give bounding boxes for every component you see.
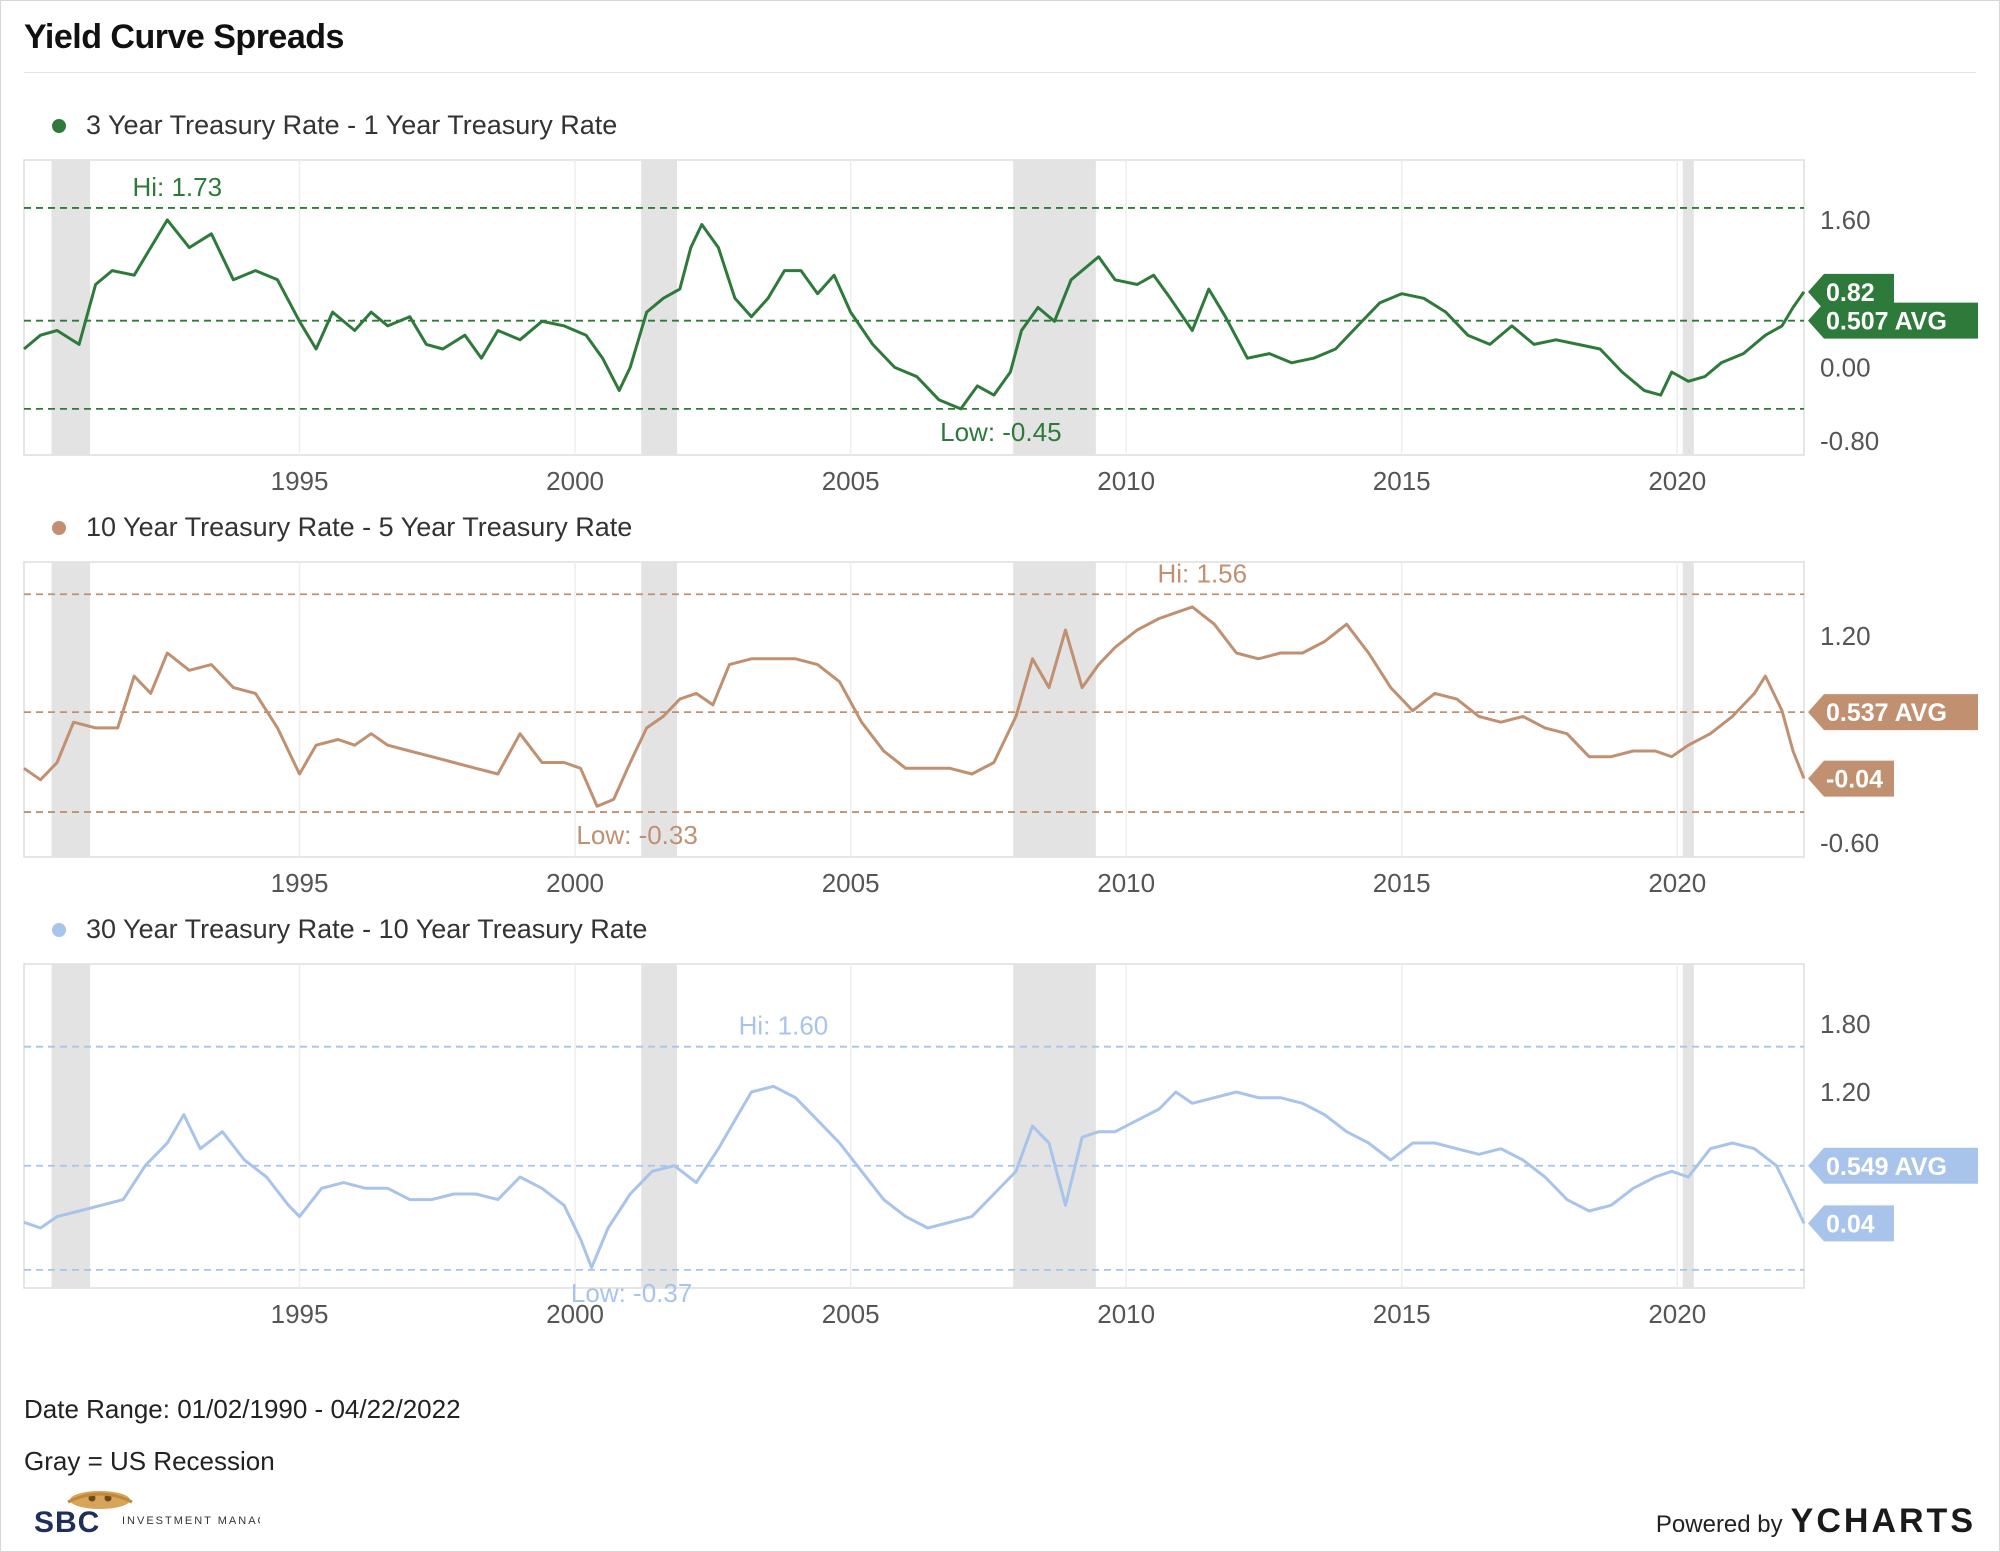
legend-dot-icon — [52, 520, 66, 535]
x-tick-label: 2010 — [1097, 1299, 1155, 1329]
low-annotation: Low: -0.37 — [571, 1278, 692, 1308]
legend-series-1: 3 Year Treasury Rate - 1 Year Treasury R… — [52, 110, 617, 141]
y-tick-label: 1.20 — [1820, 1077, 1871, 1107]
avg-tag — [1808, 1147, 1978, 1184]
x-tick-label: 2020 — [1648, 1299, 1706, 1329]
low-annotation: Low: -0.33 — [576, 820, 697, 850]
ycharts-logo: YCHARTS — [1790, 1502, 1976, 1540]
last-tag — [1808, 273, 1894, 310]
x-tick-label: 2015 — [1373, 868, 1431, 898]
powered-by-label: Powered by — [1655, 1511, 1783, 1538]
recession-band — [51, 160, 91, 455]
powered-by[interactable]: Powered by YCHARTS — [1656, 1502, 1976, 1541]
date-range-note: Date Range: 01/02/1990 - 04/22/2022 — [24, 1394, 461, 1424]
x-tick-label: 2015 — [1373, 1299, 1431, 1329]
recession-band — [1682, 964, 1694, 1288]
sbc-logo: SBC INVESTMENT MANAGEMENT — [34, 1491, 260, 1538]
legend-label: 3 Year Treasury Rate - 1 Year Treasury R… — [86, 110, 618, 140]
x-tick-label: 2005 — [822, 1299, 880, 1329]
title-divider — [24, 72, 1976, 73]
recession-band — [1013, 160, 1096, 455]
avg-tag — [1808, 302, 1978, 339]
x-tick-label: 2005 — [822, 466, 880, 496]
hi-annotation: Hi: 1.56 — [1157, 558, 1247, 588]
legend-series-2: 10 Year Treasury Rate - 5 Year Treasury … — [52, 512, 632, 543]
last-tag-label: 0.82 — [1826, 279, 1875, 307]
x-tick-label: 2000 — [546, 466, 604, 496]
y-tick-label: 1.60 — [1820, 205, 1871, 235]
owl-icon — [67, 1491, 133, 1509]
legend-series-3: 30 Year Treasury Rate - 10 Year Treasury… — [52, 914, 647, 945]
x-tick-label: 2015 — [1373, 466, 1431, 496]
y-tick-label: 1.20 — [1820, 621, 1871, 651]
recession-band — [1013, 562, 1096, 857]
recession-band — [1013, 964, 1096, 1288]
logo-sub-text: INVESTMENT MANAGEMENT — [122, 1515, 260, 1527]
plot-area-3 — [23, 963, 1805, 1289]
plot-area-2 — [23, 561, 1805, 858]
series-line-2 — [23, 605, 1806, 808]
x-tick-label: 2010 — [1097, 868, 1155, 898]
hi-annotation: Hi: 1.60 — [739, 1011, 829, 1041]
recession-band — [1682, 160, 1694, 455]
y-tick-label: -0.80 — [1820, 426, 1879, 456]
recession-band — [641, 160, 678, 455]
avg-tag-label: 0.549 AVG — [1826, 1153, 1947, 1181]
logo-main-text: SBC — [34, 1506, 100, 1538]
series-line-1 — [23, 218, 1806, 411]
last-tag — [1808, 760, 1894, 797]
series-line-3 — [23, 1084, 1806, 1270]
page-title: Yield Curve Spreads — [24, 18, 344, 56]
last-tag-label: -0.04 — [1826, 766, 1883, 794]
last-tag-label: 0.04 — [1826, 1210, 1875, 1238]
y-tick-label: -0.60 — [1820, 828, 1879, 858]
y-tick-label: 0.00 — [1820, 352, 1871, 382]
avg-tag-label: 0.537 AVG — [1826, 699, 1947, 727]
legend-dot-icon — [52, 922, 66, 937]
hi-annotation: Hi: 1.73 — [132, 172, 222, 202]
x-tick-label: 2000 — [546, 1299, 604, 1329]
recession-band — [51, 562, 91, 857]
x-tick-label: 2000 — [546, 868, 604, 898]
low-annotation: Low: -0.45 — [940, 417, 1061, 447]
y-tick-label: 1.80 — [1820, 1009, 1871, 1039]
avg-tag — [1808, 694, 1978, 731]
avg-tag-label: 0.507 AVG — [1826, 308, 1947, 336]
x-tick-label: 2020 — [1648, 466, 1706, 496]
recession-band — [1682, 562, 1694, 857]
x-tick-label: 2020 — [1648, 868, 1706, 898]
last-tag — [1808, 1205, 1894, 1242]
x-tick-label: 2010 — [1097, 466, 1155, 496]
plot-area-1 — [23, 159, 1805, 456]
x-tick-label: 1995 — [271, 1299, 329, 1329]
legend-dot-icon — [52, 118, 66, 133]
x-tick-label: 1995 — [271, 466, 329, 496]
recession-note: Gray = US Recession — [24, 1446, 275, 1476]
recession-band — [641, 964, 678, 1288]
recession-band — [51, 964, 91, 1288]
x-tick-label: 1995 — [271, 868, 329, 898]
legend-label: 30 Year Treasury Rate - 10 Year Treasury… — [86, 914, 648, 944]
x-tick-label: 2005 — [822, 868, 880, 898]
legend-label: 10 Year Treasury Rate - 5 Year Treasury … — [86, 512, 633, 542]
